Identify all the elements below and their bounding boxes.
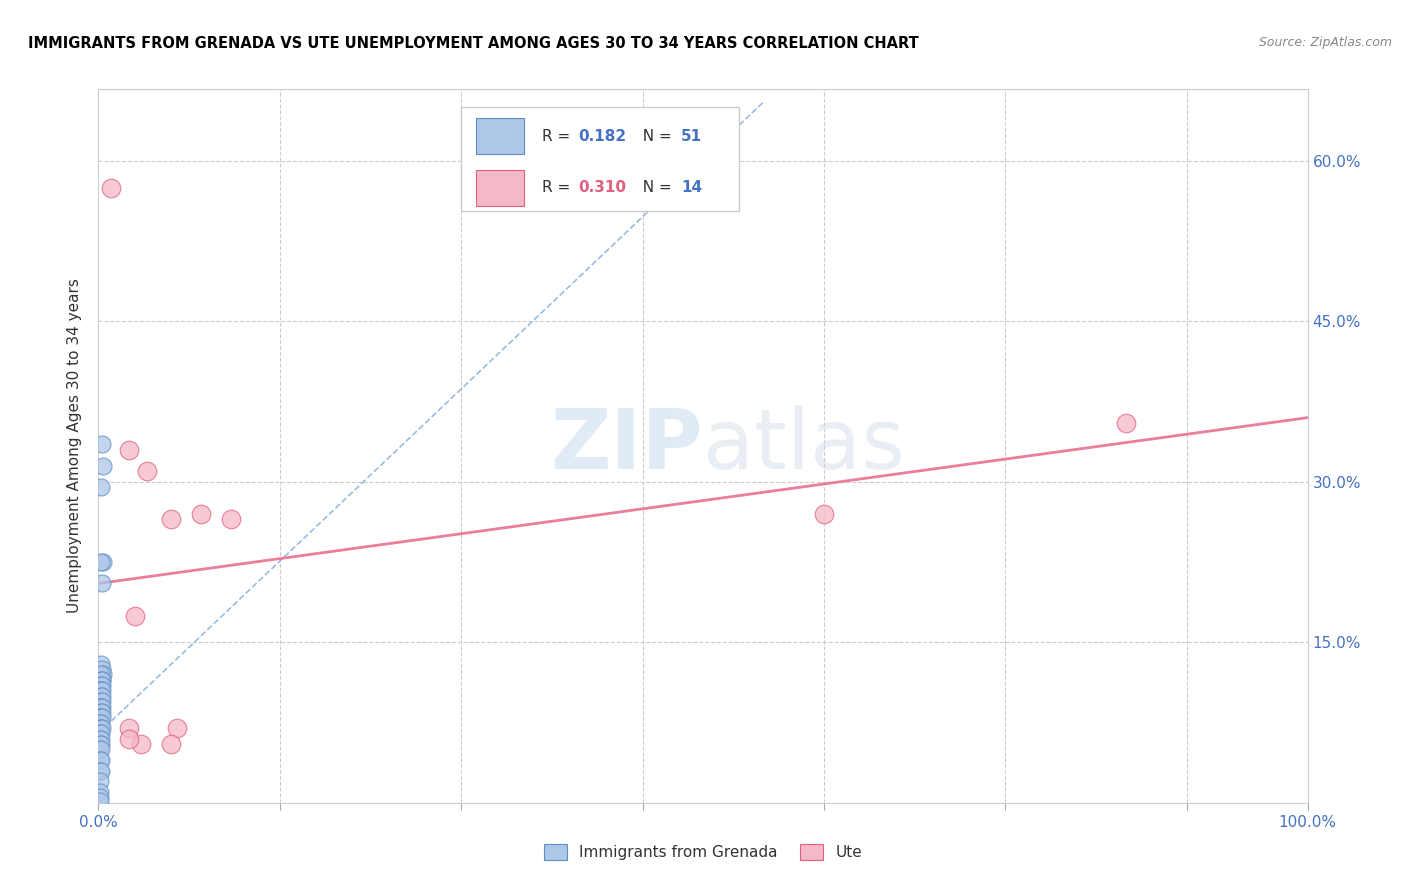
Point <box>89 790 111 805</box>
Point <box>90 764 112 778</box>
Text: R =: R = <box>543 180 575 195</box>
Point <box>118 721 141 735</box>
Point <box>89 715 111 730</box>
Point <box>90 683 112 698</box>
Point <box>89 699 111 714</box>
Point <box>91 710 114 724</box>
Point <box>91 555 114 569</box>
Point <box>129 737 152 751</box>
Point <box>1115 416 1137 430</box>
Point <box>221 512 243 526</box>
Text: IMMIGRANTS FROM GRENADA VS UTE UNEMPLOYMENT AMONG AGES 30 TO 34 YEARS CORRELATIO: IMMIGRANTS FROM GRENADA VS UTE UNEMPLOYM… <box>28 36 920 51</box>
Point <box>124 608 146 623</box>
Text: ZIP: ZIP <box>551 406 703 486</box>
Point <box>89 721 111 735</box>
Point <box>91 576 114 591</box>
Point <box>91 458 114 473</box>
Point <box>89 726 111 740</box>
Point <box>91 694 114 708</box>
Point <box>91 667 114 681</box>
Point <box>91 437 114 451</box>
Point <box>160 512 183 526</box>
Point <box>90 480 112 494</box>
Point <box>91 673 114 687</box>
Point <box>90 705 112 719</box>
Point <box>91 705 114 719</box>
Point <box>90 689 112 703</box>
Point <box>89 774 111 789</box>
Point <box>90 742 112 756</box>
Text: Source: ZipAtlas.com: Source: ZipAtlas.com <box>1258 36 1392 49</box>
Text: 51: 51 <box>682 128 703 144</box>
Point <box>90 721 112 735</box>
Point <box>89 683 111 698</box>
FancyBboxPatch shape <box>461 107 740 211</box>
Text: 14: 14 <box>682 180 703 195</box>
Point <box>118 731 141 746</box>
Point <box>90 657 112 671</box>
Point <box>90 753 112 767</box>
Text: N =: N = <box>633 128 676 144</box>
Point <box>89 785 111 799</box>
Point <box>91 673 114 687</box>
Y-axis label: Unemployment Among Ages 30 to 34 years: Unemployment Among Ages 30 to 34 years <box>67 278 83 614</box>
Point <box>90 699 112 714</box>
FancyBboxPatch shape <box>475 118 524 153</box>
Point <box>90 667 112 681</box>
FancyBboxPatch shape <box>475 169 524 205</box>
Point <box>90 726 112 740</box>
Point <box>190 507 212 521</box>
Text: N =: N = <box>633 180 676 195</box>
Point <box>89 764 111 778</box>
Point <box>135 464 157 478</box>
Point <box>100 180 122 194</box>
Point <box>90 678 112 692</box>
Point <box>90 737 112 751</box>
Point <box>89 710 111 724</box>
Point <box>166 721 188 735</box>
Point <box>89 742 111 756</box>
Point <box>91 689 114 703</box>
Point <box>89 731 111 746</box>
Point <box>90 555 112 569</box>
Point <box>160 737 183 751</box>
Point <box>89 737 111 751</box>
Point <box>90 715 112 730</box>
Point <box>91 683 114 698</box>
Text: atlas: atlas <box>703 406 904 486</box>
Point <box>90 694 112 708</box>
Point <box>90 673 112 687</box>
Point <box>91 662 114 676</box>
Text: 0.310: 0.310 <box>578 180 627 195</box>
Point <box>91 721 114 735</box>
Point <box>89 753 111 767</box>
Point <box>89 794 111 808</box>
Text: 0.182: 0.182 <box>578 128 627 144</box>
Point <box>118 442 141 457</box>
Point <box>91 699 114 714</box>
Point <box>813 507 835 521</box>
Legend: Immigrants from Grenada, Ute: Immigrants from Grenada, Ute <box>537 838 869 866</box>
Point <box>91 678 114 692</box>
Point <box>90 731 112 746</box>
Point <box>90 710 112 724</box>
Text: R =: R = <box>543 128 575 144</box>
